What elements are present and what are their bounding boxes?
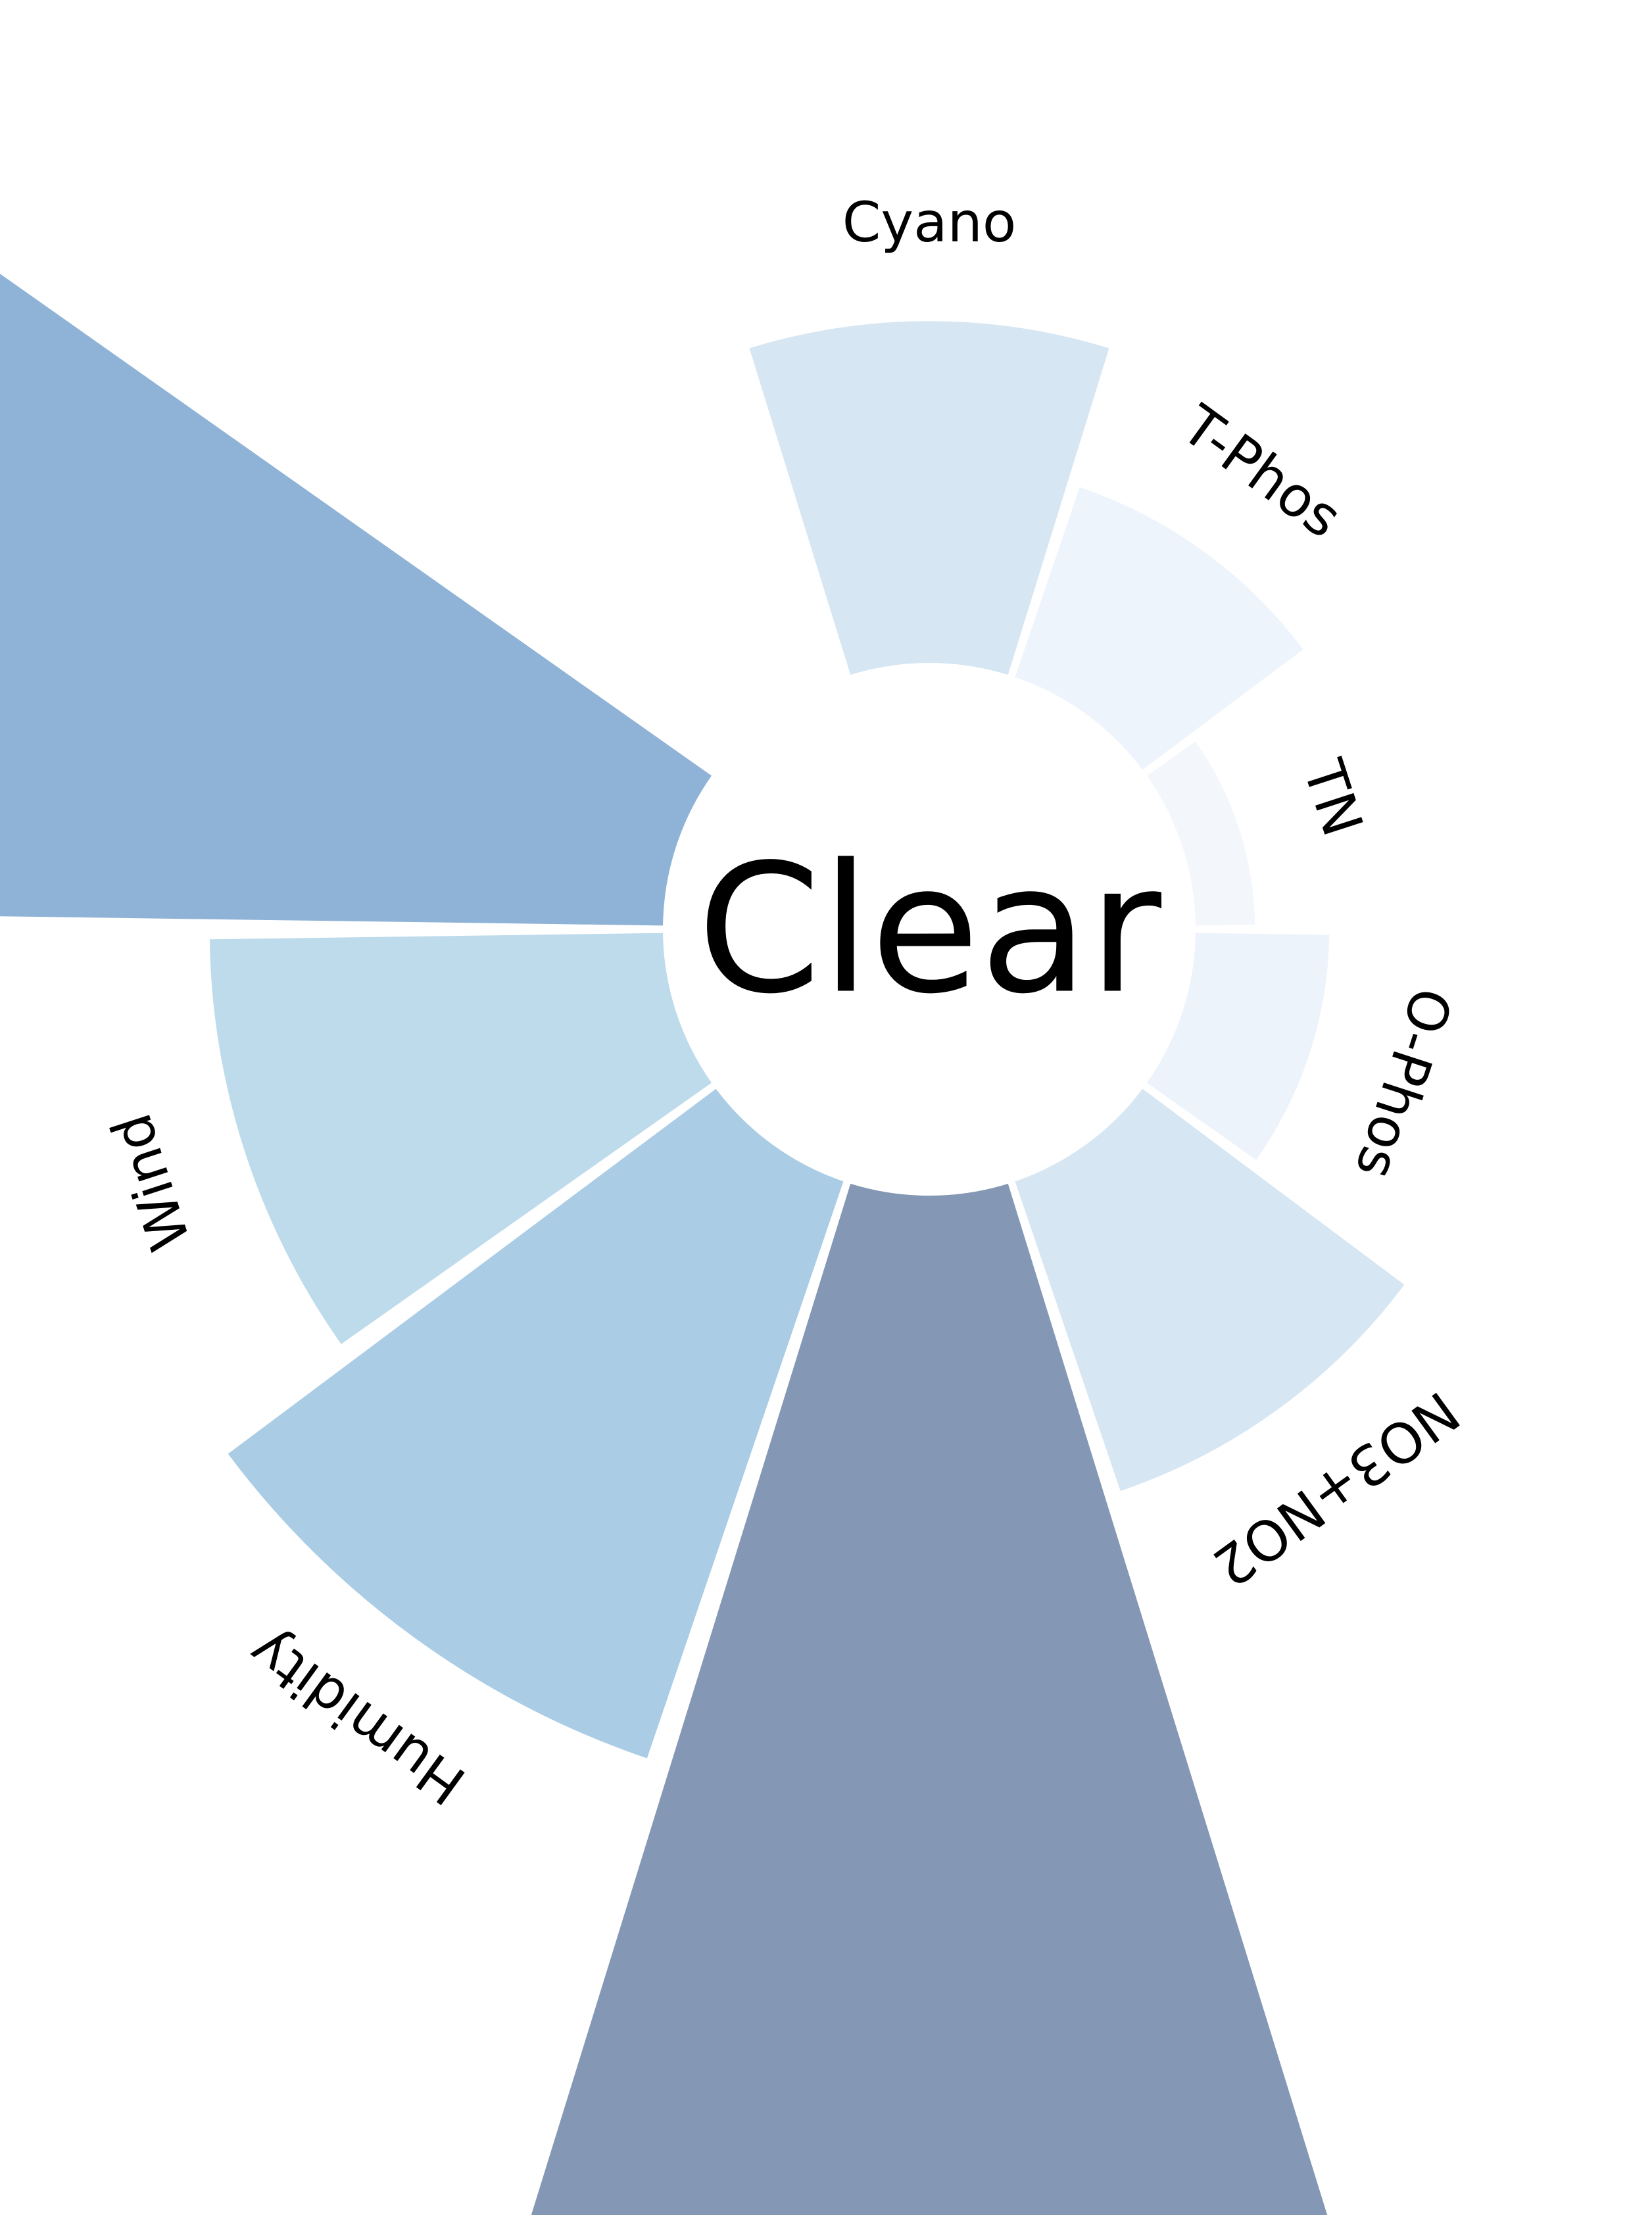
center-label: Clear bbox=[697, 826, 1163, 1033]
label-tn: TN bbox=[1290, 752, 1375, 844]
label-cyano: Cyano bbox=[842, 190, 1016, 255]
label-wind: Wind bbox=[99, 1106, 203, 1258]
bar-cyano bbox=[749, 321, 1109, 675]
bar-tn bbox=[1146, 741, 1255, 926]
bar-t-phos bbox=[1015, 487, 1303, 770]
label-o-phos: O-Phos bbox=[1343, 981, 1465, 1187]
bar-o-phos bbox=[1146, 933, 1330, 1160]
bars-layer bbox=[0, 274, 1405, 2215]
bar-humidity bbox=[228, 1088, 844, 1759]
bar-wind bbox=[209, 933, 712, 1344]
bar-temp bbox=[0, 274, 712, 926]
bar-no3-no2 bbox=[1015, 1088, 1405, 1492]
bar-pressure bbox=[531, 1183, 1328, 2215]
label-t-phos: T-Phos bbox=[1170, 393, 1353, 550]
